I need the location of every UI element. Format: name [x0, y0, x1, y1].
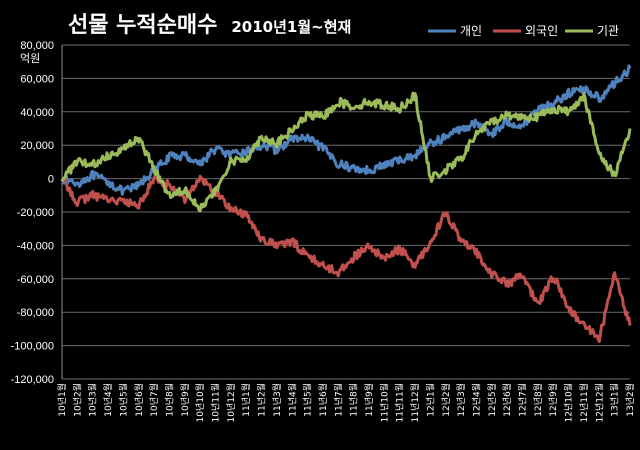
x-tick-label: 12년10월 [563, 383, 575, 422]
series-line-외국인 [60, 174, 632, 344]
x-tick-label: 11년6월 [317, 383, 329, 417]
x-tick-label: 12년12월 [593, 383, 605, 422]
x-tick-label: 11년5월 [302, 383, 314, 417]
x-tick-label: 11년4월 [286, 383, 298, 417]
x-tick-label: 12년9월 [547, 383, 559, 417]
x-tick-label: 11년11월 [394, 383, 406, 422]
x-tick-label: 11년9월 [363, 383, 375, 417]
x-tick-label: 11년8월 [348, 383, 360, 417]
legend: 개인 외국인 기관 [428, 24, 619, 38]
x-tick-label: 10년12월 [225, 383, 237, 422]
y-tick-label: -40,000 [17, 240, 54, 252]
y-tick-label: -100,000 [11, 341, 54, 353]
x-tick-label: 13년1월 [609, 383, 621, 417]
x-tick-label: 10년10월 [194, 383, 206, 422]
y-tick-label: -60,000 [17, 274, 54, 286]
chart-title: 선물 누적순매수 [68, 13, 217, 38]
x-tick-label: 12년4월 [470, 383, 482, 417]
series-line-기관 [60, 91, 632, 213]
chart-subtitle: 2010년1월~현재 [231, 18, 351, 36]
series-lines [60, 64, 632, 344]
x-tick-label: 11년12월 [409, 383, 421, 422]
x-tick-label: 10년9월 [179, 383, 191, 417]
y-tick-label: 80,000 [20, 40, 54, 52]
x-tick-label: 12년1월 [424, 383, 436, 417]
x-tick-label: 11년10월 [378, 383, 390, 422]
x-tick-label: 11년1월 [240, 383, 252, 417]
y-tick-label: -20,000 [17, 207, 54, 219]
y-tick-label: -120,000 [11, 374, 54, 386]
y-axis-ticks: 80,000 60,000 40,000 20,000 0 -20,000 -40,000 -… [11, 40, 54, 386]
x-tick-label: 12년6월 [501, 383, 513, 417]
y-tick-label: 40,000 [20, 107, 54, 119]
x-tick-label: 10년11월 [210, 383, 222, 422]
legend-label: 외국인 [525, 24, 558, 38]
x-tick-label: 10년2월 [71, 383, 83, 417]
x-tick-label: 12년5월 [486, 383, 498, 417]
legend-label: 개인 [460, 24, 482, 38]
x-tick-label: 11년7월 [332, 383, 344, 417]
x-tick-label: 10년8월 [163, 383, 175, 417]
y-tick-label: -80,000 [17, 307, 54, 319]
y-tick-label: 0 [48, 174, 54, 186]
x-tick-label: 10년7월 [148, 383, 160, 417]
gridlines [61, 44, 630, 380]
y-tick-label: 20,000 [20, 140, 54, 152]
x-tick-label: 10년6월 [133, 383, 145, 417]
x-axis-ticks: 10년1월 10년2월 10년3월 10년4월 10년5월 10년6월 10년7월 10년8월… [56, 383, 636, 422]
legend-label: 기관 [597, 24, 619, 38]
x-tick-label: 11년3월 [271, 383, 283, 417]
y-axis-unit: 억원 [20, 52, 40, 65]
x-tick-label: 12년8월 [532, 383, 544, 417]
x-tick-label: 13년2월 [624, 383, 636, 417]
series-line-개인 [61, 64, 632, 196]
x-tick-label: 11년2월 [256, 383, 268, 417]
x-tick-label: 10년3월 [87, 383, 99, 417]
x-tick-label: 12년7월 [517, 383, 529, 417]
x-tick-label: 12년2월 [440, 383, 452, 417]
y-tick-label: 60,000 [20, 73, 54, 85]
x-tick-label: 10년5월 [117, 383, 129, 417]
x-tick-label: 12년11월 [578, 383, 590, 422]
x-tick-label: 10년1월 [56, 383, 68, 417]
x-tick-label: 12년3월 [455, 383, 467, 417]
x-tick-label: 10년4월 [102, 383, 114, 417]
